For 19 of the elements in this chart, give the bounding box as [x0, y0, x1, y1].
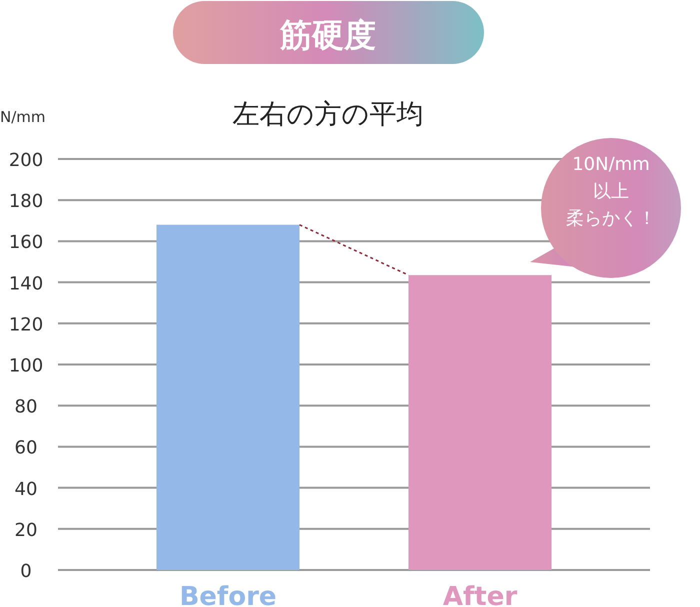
y-tick-label: 20	[14, 520, 38, 541]
y-tick-label: 60	[14, 438, 38, 459]
y-tick-label: 80	[14, 396, 38, 418]
x-tick-label: After	[442, 582, 518, 607]
y-tick-label: 140	[8, 273, 44, 294]
y-tick-label: 160	[8, 232, 44, 254]
y-tick-label: 200	[8, 150, 44, 171]
x-tick-label: Before	[179, 582, 277, 607]
chart-title: 筋硬度	[279, 16, 376, 54]
y-axis-title: N/mm	[0, 108, 46, 126]
chart-subtitle: 左右の方の平均	[232, 99, 424, 130]
annotation: 柔らかく！	[566, 208, 656, 229]
annotation: 以上	[593, 181, 629, 202]
y-tick-label: 0	[20, 561, 32, 582]
annotation: 10N/mm	[572, 154, 650, 175]
y-tick-label: 100	[8, 356, 44, 376]
y-tick-label: 40	[14, 478, 38, 500]
y-tick-label: 180	[8, 191, 44, 212]
y-tick-label: 120	[8, 314, 44, 336]
